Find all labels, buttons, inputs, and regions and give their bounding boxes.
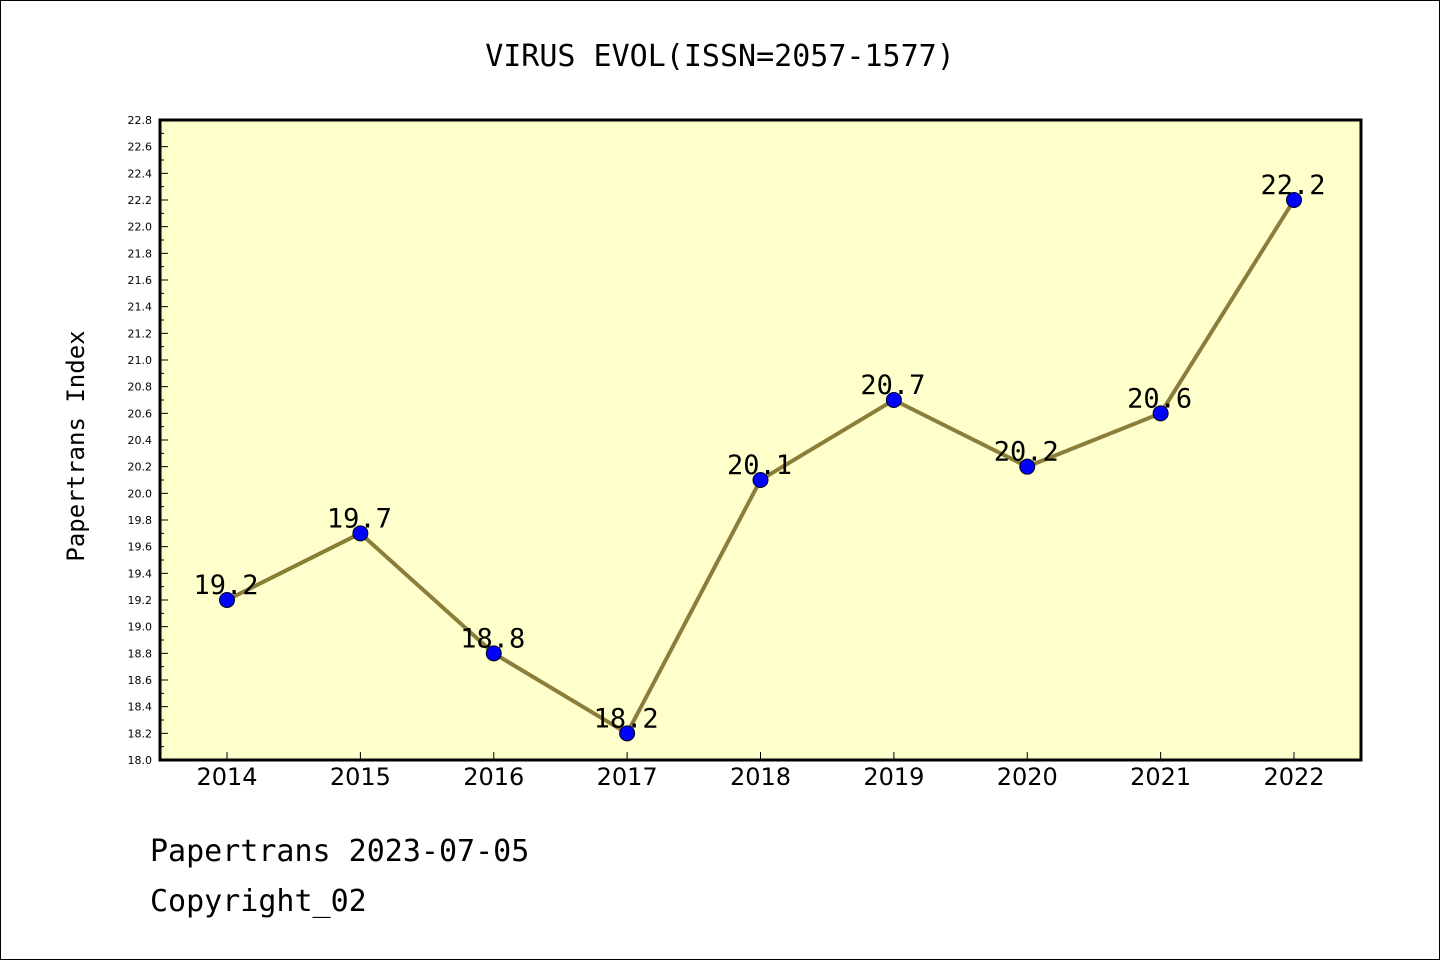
data-point xyxy=(1152,405,1169,422)
x-tick-label: 2014 xyxy=(196,763,257,791)
y-tick-label: 18.8 xyxy=(128,647,153,660)
x-tick-label: 2021 xyxy=(1130,763,1191,791)
x-tick-label: 2020 xyxy=(997,763,1058,791)
data-points xyxy=(219,192,1302,742)
y-tick-label: 22.4 xyxy=(128,167,153,180)
data-point xyxy=(1019,458,1036,475)
footer-date: Papertrans 2023-07-05 xyxy=(150,834,530,869)
y-tick-label: 21.2 xyxy=(128,327,153,340)
data-point xyxy=(352,525,369,542)
x-tick-label: 2016 xyxy=(463,763,524,791)
data-point xyxy=(619,725,636,742)
chart-title: VIRUS EVOL(ISSN=2057-1577) xyxy=(485,39,955,74)
data-point xyxy=(885,392,902,408)
y-tick-label: 21.0 xyxy=(128,354,153,367)
y-tick-label: 22.2 xyxy=(128,194,153,207)
y-tick-label: 19.0 xyxy=(128,621,153,634)
data-label: 20.1 xyxy=(727,450,792,481)
data-labels: 19.2 19.7 18.8 18.2 20.1 20.7 20.2 20.6 22.2 xyxy=(193,170,1325,734)
data-label: 22.2 xyxy=(1260,170,1325,201)
x-axis-ticks: 2014 2015 2016 2017 2018 2019 2020 2021 2022 xyxy=(196,752,1325,791)
y-tick-label: 22.6 xyxy=(128,141,153,154)
x-tick-label: 2018 xyxy=(730,763,791,791)
y-tick-label: 18.4 xyxy=(128,701,153,714)
y-tick-label: 19.2 xyxy=(128,594,153,607)
data-label: 20.7 xyxy=(860,370,925,401)
data-label: 20.2 xyxy=(994,437,1059,468)
y-tick-label: 22.0 xyxy=(128,221,153,234)
y-axis-label: Papertrans Index xyxy=(62,330,90,561)
x-tick-label: 2019 xyxy=(863,763,924,791)
y-tick-label: 20.2 xyxy=(128,461,153,474)
data-point xyxy=(485,645,502,662)
y-tick-label: 19.8 xyxy=(128,514,153,527)
y-tick-label: 18.2 xyxy=(128,727,153,740)
data-label: 18.8 xyxy=(460,623,525,654)
y-tick-label: 20.0 xyxy=(128,487,153,500)
y-tick-label: 19.6 xyxy=(128,541,153,554)
y-tick-label: 20.4 xyxy=(128,434,153,447)
x-tick-label: 2017 xyxy=(597,763,658,791)
y-tick-label: 22.8 xyxy=(128,114,153,127)
data-label: 18.2 xyxy=(594,703,659,734)
y-tick-label: 21.8 xyxy=(128,247,153,260)
y-tick-label: 20.6 xyxy=(128,407,153,420)
data-label: 19.7 xyxy=(327,503,392,534)
y-tick-label: 21.6 xyxy=(128,274,153,287)
y-tick-label: 18.6 xyxy=(128,674,153,687)
y-axis-ticks: 18.0 18.2 18.4 18.6 18.8 19.0 19.2 19.4 19.6 19.8… xyxy=(128,114,168,767)
x-tick-label: 2022 xyxy=(1263,763,1324,791)
x-tick-label: 2015 xyxy=(330,763,391,791)
data-point xyxy=(1286,192,1302,208)
data-label: 19.2 xyxy=(193,570,258,601)
plot-area xyxy=(158,118,1363,762)
y-tick-label: 20.8 xyxy=(128,381,153,394)
y-tick-label: 19.4 xyxy=(128,567,153,580)
data-point xyxy=(219,592,235,608)
y-tick-label: 18.0 xyxy=(128,754,153,767)
data-point xyxy=(752,472,769,488)
data-label: 20.6 xyxy=(1127,383,1192,414)
y-tick-label: 21.4 xyxy=(128,301,153,314)
footer-copyright: Copyright_02 xyxy=(150,884,367,919)
